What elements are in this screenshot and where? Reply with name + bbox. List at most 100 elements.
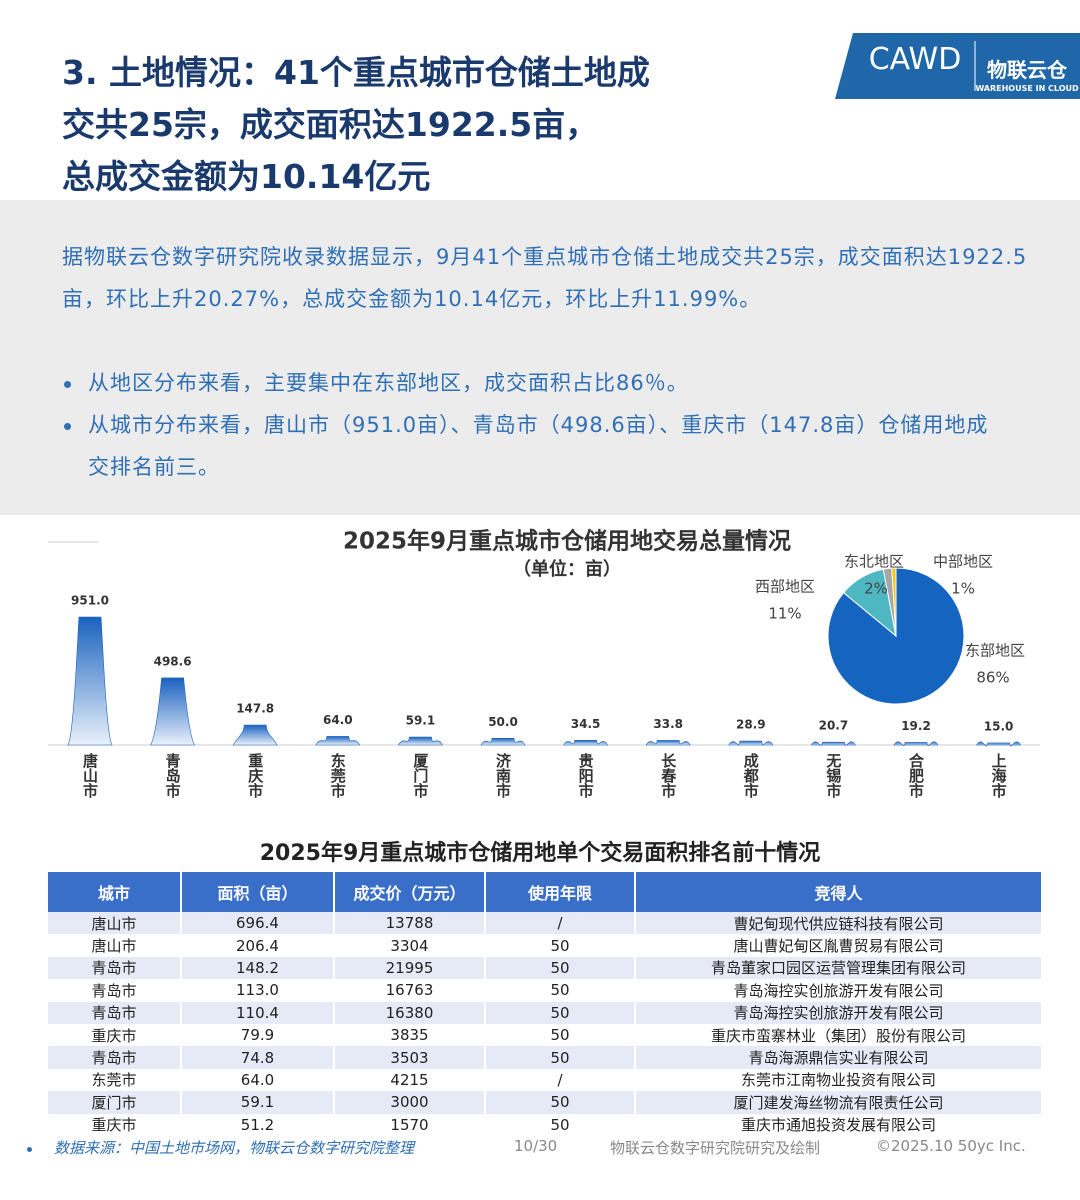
title-line: 3. 土地情况：41个重点城市仓储土地成 — [62, 53, 650, 92]
table-header-cell: 成交价（万元） — [334, 872, 486, 912]
value-label: 498.6 — [154, 654, 192, 668]
table-row: 唐山市 696.4 13788/曹妃甸现代供应链科技有限公司 — [48, 912, 1043, 935]
table-row: 青岛市 148.2 21995 50 青岛董家口园区运营管理集团有限公司 — [48, 956, 1043, 980]
pie-category: 东北地区 — [844, 553, 904, 571]
table-cell: 3304 — [334, 934, 486, 957]
table-cell: 东莞市江南物业投资有限公司 — [635, 1068, 1043, 1092]
table-row: 青岛市 110.4 16380 50 青岛海控实创旅游开发有限公司 — [48, 1001, 1043, 1024]
bar — [563, 740, 609, 746]
table-cell: 青岛市 — [48, 1001, 182, 1024]
bar — [893, 741, 939, 746]
value-label: 50.0 — [488, 715, 518, 729]
summary-bullet: 从城市分布来看，唐山市（951.0亩）、青岛市（498.6亩）、重庆市（147.… — [88, 413, 989, 479]
pie-value-label: 11% — [768, 605, 801, 623]
bar — [150, 677, 196, 746]
value-label: 34.5 — [571, 717, 601, 731]
pie-value-label: 86% — [976, 669, 1009, 687]
table-cell: 50 — [485, 979, 636, 1002]
summary-bullet: 从地区分布来看，主要集中在东部地区，成交面积占比86％。 — [88, 371, 689, 395]
footer-copyright: ©2025.10 50yc Inc. — [876, 1137, 1026, 1155]
summary-paragraph: 据物联云仓数字研究院收录数据显示，9月41个重点城市仓储土地成交共25宗，成交面… — [62, 245, 1028, 311]
table-cell: 148.2 — [181, 956, 335, 980]
table-cell: 青岛海控实创旅游开发有限公司 — [635, 979, 1043, 1002]
table-cell: 重庆市通旭投资发展有限公司 — [635, 1113, 1043, 1136]
table-cell: 206.4 — [181, 934, 335, 957]
table-cell: 50 — [485, 1001, 636, 1024]
value-label: 33.8 — [653, 717, 683, 731]
table-cell: 厦门市 — [48, 1091, 182, 1114]
table-cell: 51.2 — [181, 1113, 335, 1136]
table-cell: 东莞市 — [48, 1068, 182, 1092]
table-header-cell: 竞得人 — [635, 872, 1043, 912]
title-line: 总成交金额为10.14亿元 — [62, 157, 431, 196]
footer-credit: 物联云仓数字研究院研究及绘制 — [610, 1139, 821, 1157]
table-cell: 青岛市 — [48, 979, 182, 1002]
table-cell: 4215 — [334, 1068, 486, 1092]
table-cell: 79.9 — [181, 1023, 335, 1047]
bullet-dot — [64, 423, 71, 430]
bar — [480, 737, 526, 746]
table-row: 重庆市 51.2 1570 50 重庆市通旭投资发展有限公司 — [48, 1113, 1043, 1136]
bullet-dot — [64, 381, 71, 388]
x-tick-label: 济南市 — [494, 752, 512, 799]
table-cell: 厦门建发海丝物流有限责任公司 — [635, 1091, 1043, 1114]
chart: 2025年9月重点城市仓储用地交易总量情况 （单位：亩） 951.0 唐山市 498… — [48, 528, 1040, 799]
value-label: 147.8 — [236, 702, 274, 716]
bar — [728, 740, 774, 746]
table-row: 青岛市 113.0 16763 50 青岛海控实创旅游开发有限公司 — [48, 979, 1043, 1002]
table-cell: 13788 — [334, 912, 486, 935]
table-cell: 50 — [485, 1113, 636, 1136]
x-tick-label: 重庆市 — [246, 752, 264, 799]
table-cell: 重庆市蛮寨林业（集团）股份有限公司 — [635, 1023, 1043, 1047]
table-cell: 50 — [485, 1091, 636, 1114]
logo-tagline: WAREHOUSE IN CLOUD — [975, 84, 1079, 93]
logo-brand-cn: 物联云仓 — [987, 58, 1068, 82]
table-cell: 74.8 — [181, 1046, 335, 1069]
x-tick-label: 长春市 — [659, 752, 677, 799]
table-cell: 3503 — [334, 1046, 486, 1069]
table-cell: 50 — [485, 1023, 636, 1047]
pie-category: 中部地区 — [933, 553, 993, 571]
pie-category: 东部地区 — [965, 642, 1025, 660]
x-tick-label: 唐山市 — [81, 752, 99, 799]
table-cell: 唐山市 — [48, 934, 182, 957]
x-tick-label: 无锡市 — [824, 753, 842, 799]
bar — [976, 741, 1022, 747]
table-row: 厦门市 59.1 3000 50 厦门建发海丝物流有限责任公司 — [48, 1091, 1043, 1114]
x-tick-label: 东莞市 — [329, 752, 347, 799]
table-row: 唐山市 206.4 3304 50 唐山曹妃甸区胤曹贸易有限公司 — [48, 934, 1043, 957]
x-tick-label: 成都市 — [742, 752, 760, 799]
table-cell: 16380 — [334, 1001, 486, 1024]
table-cell: 唐山市 — [48, 912, 182, 935]
table-cell: 50 — [485, 956, 636, 980]
logo: CAWD 物联云仓 WAREHOUSE IN CLOUD — [835, 33, 1080, 99]
table-cell: 唐山曹妃甸区胤曹贸易有限公司 — [635, 934, 1043, 957]
pie-slice — [891, 567, 897, 637]
bar — [232, 724, 278, 746]
table-cell: 16763 — [334, 979, 486, 1002]
value-label: 59.1 — [406, 714, 436, 728]
table-cell: / — [485, 1068, 636, 1092]
table-header-cell: 使用年限 — [485, 872, 636, 912]
pie-value-label: 2% — [864, 580, 888, 598]
table-cell: 青岛海源鼎信实业有限公司 — [635, 1046, 1043, 1069]
table-cell: 59.1 — [181, 1091, 335, 1114]
table-row: 青岛市 74.8 3503 50 青岛海源鼎信实业有限公司 — [48, 1046, 1043, 1069]
bar — [315, 736, 361, 746]
table-cell: / — [485, 912, 636, 935]
x-tick-label: 青岛市 — [164, 752, 182, 799]
table-cell: 重庆市 — [48, 1023, 182, 1047]
table-cell: 青岛董家口园区运营管理集团有限公司 — [635, 956, 1043, 980]
bar — [67, 616, 113, 746]
table-cell: 青岛市 — [48, 1046, 182, 1069]
value-label: 64.0 — [323, 713, 353, 727]
pie-value-label: 1% — [951, 580, 975, 598]
chart-subtitle: （单位：亩） — [513, 558, 621, 580]
value-label: 19.2 — [901, 719, 931, 733]
table-row: 重庆市 79.9 3835 50 重庆市蛮寨林业（集团）股份有限公司 — [48, 1023, 1043, 1047]
pie-slice — [827, 567, 965, 705]
table-cell: 21995 — [334, 956, 486, 980]
table-title: 2025年9月重点城市仓储用地单个交易面积排名前十情况 — [259, 841, 821, 866]
value-label: 15.0 — [984, 719, 1014, 733]
